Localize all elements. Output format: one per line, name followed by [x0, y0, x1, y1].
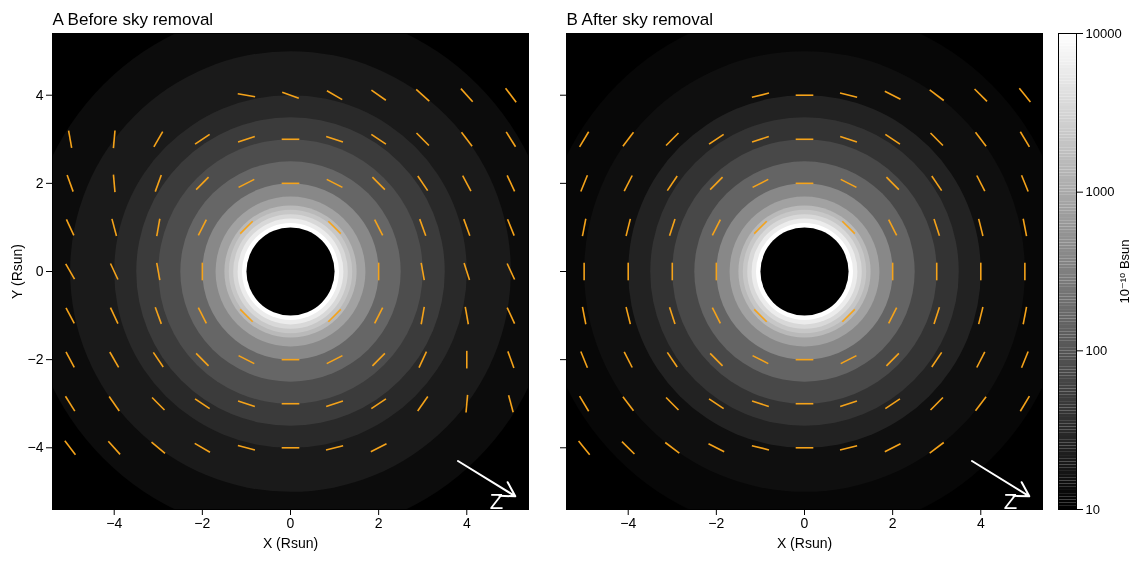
svg-text:10000: 10000 — [1086, 26, 1122, 41]
svg-text:−2: −2 — [194, 515, 210, 531]
svg-text:10⁻¹⁰ Bsun: 10⁻¹⁰ Bsun — [1117, 239, 1132, 303]
svg-text:4: 4 — [977, 515, 985, 531]
svg-text:−2: −2 — [28, 351, 44, 367]
svg-text:Y (Rsun): Y (Rsun) — [9, 244, 25, 299]
svg-text:Z: Z — [1004, 489, 1017, 514]
svg-text:−2: −2 — [708, 515, 724, 531]
svg-text:0: 0 — [801, 515, 809, 531]
svg-text:−4: −4 — [620, 515, 636, 531]
svg-text:1000: 1000 — [1086, 184, 1115, 199]
svg-text:100: 100 — [1086, 343, 1108, 358]
svg-text:0: 0 — [287, 515, 295, 531]
svg-text:−4: −4 — [28, 439, 44, 455]
svg-text:X (Rsun): X (Rsun) — [777, 535, 832, 551]
svg-text:10: 10 — [1086, 502, 1100, 517]
svg-text:−4: −4 — [106, 515, 122, 531]
svg-text:2: 2 — [889, 515, 897, 531]
svg-text:2: 2 — [36, 175, 44, 191]
svg-text:X (Rsun): X (Rsun) — [263, 535, 318, 551]
svg-text:A Before sky removal: A Before sky removal — [53, 10, 214, 29]
svg-text:0: 0 — [36, 263, 44, 279]
svg-text:2: 2 — [375, 515, 383, 531]
svg-text:Z: Z — [490, 489, 503, 514]
svg-text:4: 4 — [463, 515, 471, 531]
svg-text:B After sky removal: B After sky removal — [567, 10, 713, 29]
svg-text:4: 4 — [36, 87, 44, 103]
